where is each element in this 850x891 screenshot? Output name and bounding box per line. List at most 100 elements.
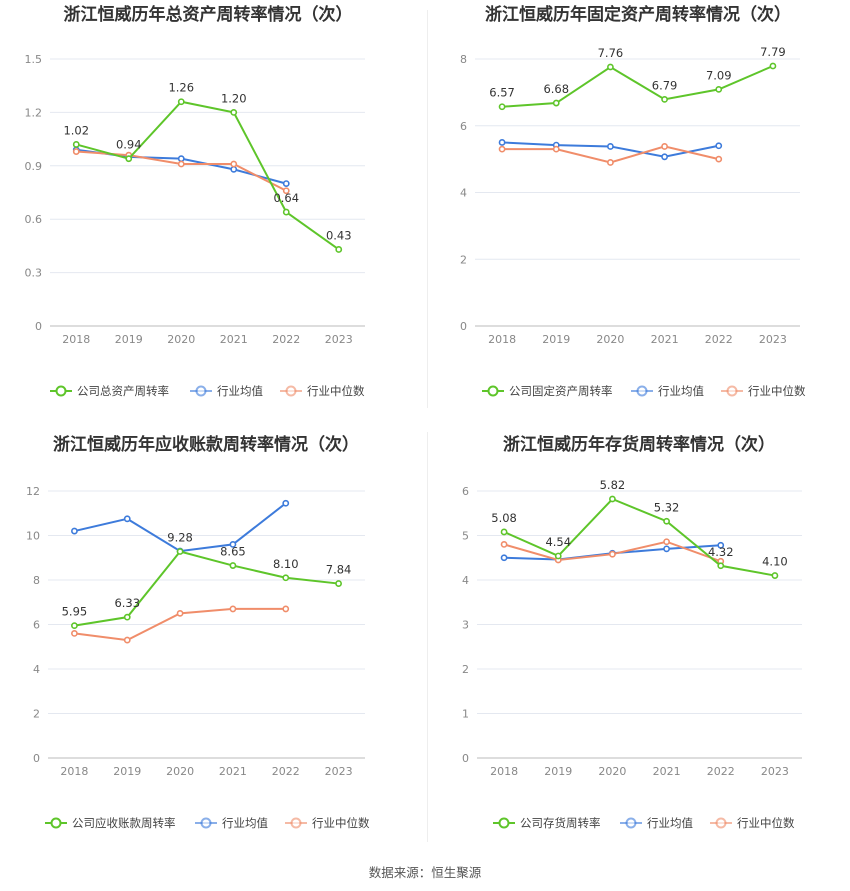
data-point-company bbox=[500, 528, 508, 536]
x-tick-label: 2021 bbox=[653, 765, 681, 778]
panel-divider-top bbox=[427, 10, 428, 408]
legend-label: 公司存货周转率 bbox=[520, 816, 601, 830]
x-tick-label: 2018 bbox=[490, 765, 518, 778]
y-tick-label: 0.3 bbox=[25, 267, 43, 280]
data-label: 7.76 bbox=[598, 46, 624, 60]
data-label: 7.09 bbox=[706, 68, 732, 82]
legend-swatch-marker bbox=[636, 385, 648, 397]
x-tick-label: 2022 bbox=[707, 765, 735, 778]
legend-item-median: 行业中位数 bbox=[710, 816, 795, 830]
data-point-avg bbox=[498, 139, 506, 146]
data-point-median bbox=[229, 605, 237, 613]
series-line-company bbox=[75, 100, 340, 251]
legend-label: 行业中位数 bbox=[748, 384, 806, 398]
legend-swatch-marker bbox=[715, 817, 727, 829]
data-point-company bbox=[176, 548, 184, 555]
x-tick-label: 2020 bbox=[166, 765, 194, 778]
series-line-company bbox=[74, 550, 339, 627]
data-point-avg bbox=[123, 515, 131, 523]
data-source-label: 数据来源：恒生聚源 bbox=[368, 865, 482, 880]
data-label: 8.10 bbox=[273, 557, 299, 571]
data-point-company bbox=[607, 63, 614, 71]
data-point-company bbox=[771, 572, 779, 579]
data-point-avg bbox=[717, 541, 725, 549]
chart-total-asset-turnover: 浙江恒威历年总资产周转率情况（次） 0 0.3 0.6 0.9 1.2 1.5 2018 201… bbox=[0, 0, 425, 430]
data-label: 1.02 bbox=[63, 123, 89, 137]
data-label: 5.32 bbox=[654, 500, 680, 514]
data-label: 1.26 bbox=[168, 81, 194, 95]
data-point-median bbox=[72, 148, 80, 155]
x-tick-label: 2023 bbox=[325, 765, 353, 778]
x-tick-label: 2021 bbox=[219, 765, 247, 778]
data-point-company bbox=[715, 85, 723, 93]
data-point-median bbox=[715, 155, 723, 163]
y-tick-label: 10 bbox=[26, 530, 40, 543]
legend-swatch-marker bbox=[285, 385, 297, 397]
data-point-median bbox=[607, 159, 614, 166]
data-point-median bbox=[71, 629, 78, 637]
chart-title: 浙江恒威历年总资产周转率情况（次） bbox=[64, 4, 353, 25]
x-tick-label: 2022 bbox=[272, 333, 300, 346]
legend-label: 行业均值 bbox=[222, 816, 268, 830]
chart-title: 浙江恒威历年固定资产周转率情况（次） bbox=[485, 4, 791, 25]
data-point-median bbox=[230, 160, 238, 168]
legend-label: 行业均值 bbox=[658, 384, 704, 398]
data-point-company bbox=[71, 622, 78, 630]
y-tick-label: 4 bbox=[462, 574, 469, 587]
data-label: 7.84 bbox=[326, 563, 352, 577]
legend-item-avg: 行业均值 bbox=[190, 384, 263, 398]
data-point-median bbox=[500, 541, 508, 548]
legend-label: 行业均值 bbox=[217, 384, 263, 398]
data-point-median bbox=[661, 143, 668, 150]
data-point-company bbox=[661, 95, 668, 103]
x-tick-label: 2023 bbox=[325, 333, 353, 346]
data-point-company bbox=[125, 155, 133, 163]
chart-svg: 浙江恒威历年应收账款周转率情况（次） 0 2 4 6 8 10 12 2018 2019 2020 2… bbox=[26, 434, 370, 830]
data-label: 1.20 bbox=[221, 91, 247, 105]
y-tick-label: 2 bbox=[33, 708, 40, 721]
legend-item-company: 公司存货周转率 bbox=[493, 816, 601, 830]
data-point-company bbox=[229, 562, 237, 569]
y-tick-label: 8 bbox=[33, 574, 40, 587]
data-point-avg bbox=[607, 143, 614, 150]
chart-inventory-turnover: 浙江恒威历年存货周转率情况（次） 0 1 2 3 4 5 6 2018 2019 2020 2021 2… bbox=[425, 430, 850, 860]
y-tick-label: 0 bbox=[35, 320, 42, 333]
data-point-company bbox=[282, 574, 290, 582]
x-tick-label: 2023 bbox=[761, 765, 789, 778]
x-tick-label: 2021 bbox=[220, 333, 248, 346]
data-point-avg bbox=[500, 554, 508, 562]
legend-swatch-marker bbox=[55, 385, 67, 397]
data-point-company bbox=[554, 552, 562, 560]
y-tick-label: 1.5 bbox=[25, 53, 43, 66]
legend-item-company: 公司总资产周转率 bbox=[50, 384, 169, 398]
x-tick-label: 2020 bbox=[167, 333, 195, 346]
series-line-company bbox=[503, 497, 776, 577]
data-point-company bbox=[230, 109, 238, 116]
x-tick-label: 2021 bbox=[651, 333, 679, 346]
legend-item-avg: 行业均值 bbox=[195, 816, 268, 830]
x-tick-label: 2023 bbox=[759, 333, 787, 346]
data-label: 9.28 bbox=[167, 531, 193, 545]
legend-item-company: 公司应收账款周转率 bbox=[45, 816, 176, 830]
legend-swatch-marker bbox=[625, 817, 637, 829]
x-tick-label: 2018 bbox=[60, 765, 88, 778]
data-label: 0.43 bbox=[326, 228, 352, 242]
chart-title: 浙江恒威历年存货周转率情况（次） bbox=[503, 434, 775, 455]
chart-title: 浙江恒威历年应收账款周转率情况（次） bbox=[53, 434, 359, 455]
x-tick-label: 2019 bbox=[113, 765, 141, 778]
data-point-median bbox=[123, 636, 131, 644]
legend-item-median: 行业中位数 bbox=[721, 384, 806, 398]
chart-svg: 浙江恒威历年固定资产周转率情况（次） 0 2 4 6 8 2018 2019 2020 2021 2… bbox=[460, 4, 806, 398]
data-label: 5.82 bbox=[600, 478, 626, 492]
data-label: 8.65 bbox=[220, 545, 246, 559]
data-point-median bbox=[663, 538, 670, 546]
data-label: 5.08 bbox=[491, 511, 517, 525]
data-point-median bbox=[498, 145, 506, 153]
legend-swatch-marker bbox=[50, 817, 62, 829]
y-tick-label: 6 bbox=[460, 120, 467, 133]
legend-item-avg: 行业均值 bbox=[631, 384, 704, 398]
data-point-avg bbox=[715, 142, 723, 150]
data-point-median bbox=[282, 605, 290, 613]
y-tick-label: 2 bbox=[462, 663, 469, 676]
data-point-company bbox=[177, 98, 185, 106]
